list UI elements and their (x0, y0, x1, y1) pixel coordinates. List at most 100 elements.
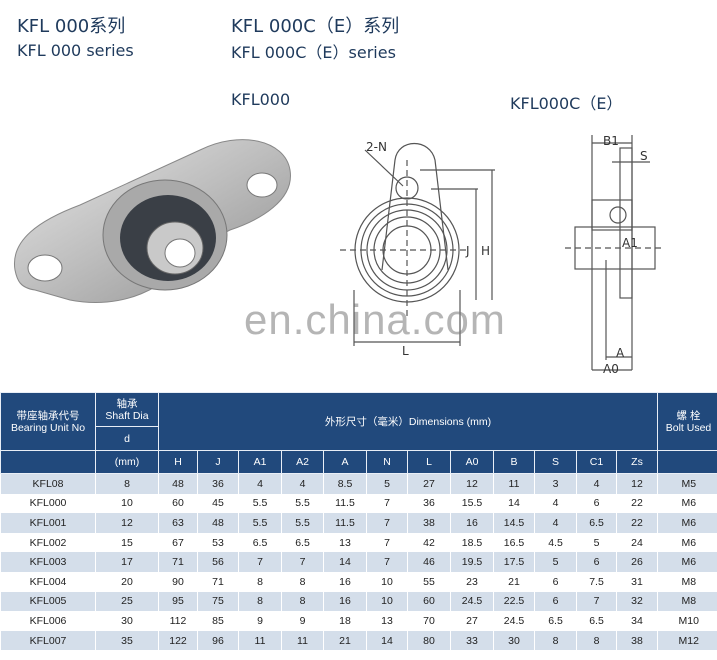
table-cell: 6 (534, 571, 577, 592)
table-cell: 14.5 (493, 513, 535, 533)
table-cell: 7 (281, 552, 324, 572)
label-a0: A0 (603, 362, 619, 376)
table-cell: 8 (534, 630, 577, 651)
table-cell: 12 (95, 513, 159, 533)
label-kfl000c: KFL000C（E） (510, 94, 623, 113)
label-j: J (466, 244, 470, 258)
table-cell: 17.5 (493, 552, 535, 572)
table-cell: 95 (158, 591, 198, 612)
table-cell: 19.5 (450, 552, 494, 572)
column-header-h: H (158, 450, 198, 474)
header-blank-bolt (657, 450, 717, 474)
table-cell: 6.5 (576, 513, 617, 533)
table-cell: 9 (281, 611, 324, 631)
table-cell: 7.5 (576, 571, 617, 592)
table-cell: 16 (450, 513, 494, 533)
table-cell: 5.5 (238, 513, 282, 533)
column-header-s: S (534, 450, 577, 474)
table-cell: 38 (407, 513, 451, 533)
label-s: S (640, 149, 648, 163)
unit-no-cell: KFL000 (0, 493, 96, 514)
table-cell: 17 (95, 552, 159, 572)
table-cell: 24.5 (450, 591, 494, 612)
table-cell: 4.5 (534, 532, 577, 553)
table-cell: M12 (657, 630, 717, 651)
table-cell: 36 (197, 473, 239, 494)
table-cell: 27 (407, 473, 451, 494)
unit-no-cell: KFL007 (0, 630, 96, 651)
table-cell: 9 (238, 611, 282, 631)
table-cell: 22 (615, 513, 658, 533)
header-shaft-unit: (mm) (95, 450, 159, 474)
table-cell: M6 (657, 552, 717, 572)
table-cell: 6.5 (576, 611, 617, 631)
table-cell: 8 (238, 591, 282, 612)
table-cell: M10 (657, 611, 717, 631)
column-header-zs: Zs (615, 450, 659, 474)
table-cell: 12 (450, 473, 494, 494)
table-cell: 22.5 (493, 591, 535, 612)
label-2n: 2-N (366, 140, 387, 154)
table-cell: 10 (366, 591, 408, 612)
table-cell: 10 (95, 493, 159, 514)
table-cell: 45 (197, 493, 239, 514)
technical-drawing (340, 135, 665, 371)
table-cell: 53 (197, 532, 239, 553)
right-title-en: KFL 000C（E）series (231, 43, 396, 62)
table-cell: 48 (197, 513, 239, 533)
table-cell: 71 (158, 552, 198, 572)
label-a: A (616, 346, 625, 360)
unit-no-cell: KFL08 (0, 473, 96, 494)
unit-no-cell: KFL001 (0, 513, 96, 533)
table-cell: 14 (493, 493, 535, 514)
unit-no-cell: KFL003 (0, 552, 96, 572)
table-cell: 7 (238, 552, 282, 572)
left-title-cn: KFL 000系列 (17, 16, 126, 37)
table-row: KFL007 35 122 96 11 11 21 14 80 33 30 8 8 38 M12 (0, 630, 717, 651)
table-cell: 4 (534, 493, 577, 514)
table-cell: 5.5 (281, 513, 324, 533)
table-cell: M6 (657, 513, 717, 533)
header-blank (0, 450, 96, 474)
table-cell: 5.5 (281, 493, 324, 514)
table-cell: 30 (95, 611, 159, 631)
column-header-b: B (493, 450, 535, 474)
unit-no-cell: KFL002 (0, 532, 96, 553)
unit-no-cell: KFL006 (0, 611, 96, 631)
table-cell: 80 (407, 630, 451, 651)
table-cell: 60 (158, 493, 198, 514)
table-cell: 12 (615, 473, 658, 494)
table-cell: 7 (576, 591, 617, 612)
table-cell: M8 (657, 591, 717, 612)
right-title-cn: KFL 000C（E）系列 (231, 16, 400, 37)
table-cell: 13 (366, 611, 408, 631)
table-cell: 11.5 (323, 513, 367, 533)
column-header-a: A (323, 450, 367, 474)
table-cell: 8 (576, 630, 617, 651)
table-cell: 3 (534, 473, 577, 494)
spec-table: 带座轴承代号 Bearing Unit No 轴承 Shaft Dia 外形尺寸（毫… (0, 392, 717, 651)
table-cell: 90 (158, 571, 198, 592)
table-cell: 8 (95, 473, 159, 494)
table-cell: 67 (158, 532, 198, 553)
table-row: KFL001 12 63 48 5.5 5.5 11.5 7 38 16 14.5 4 6.5 22 M6 (0, 513, 717, 533)
table-cell: 21 (493, 571, 535, 592)
table-cell: 34 (615, 611, 658, 631)
table-cell: 5 (366, 473, 408, 494)
table-cell: 46 (407, 552, 451, 572)
table-cell: 16 (323, 591, 367, 612)
header-shaft: 轴承 Shaft Dia (95, 392, 159, 427)
table-cell: 85 (197, 611, 239, 631)
table-cell: 7 (366, 532, 408, 553)
table-cell: 11 (493, 473, 535, 494)
table-row: KFL08 8 48 36 4 4 8.5 5 27 12 11 3 4 12 M5 (0, 473, 717, 494)
table-cell: 6.5 (238, 532, 282, 553)
left-title-en: KFL 000 series (17, 41, 134, 60)
table-cell: 56 (197, 552, 239, 572)
table-cell: 112 (158, 611, 198, 631)
table-cell: 15.5 (450, 493, 494, 514)
table-cell: 33 (450, 630, 494, 651)
table-cell: 14 (323, 552, 367, 572)
table-cell: 5 (534, 552, 577, 572)
table-cell: 70 (407, 611, 451, 631)
